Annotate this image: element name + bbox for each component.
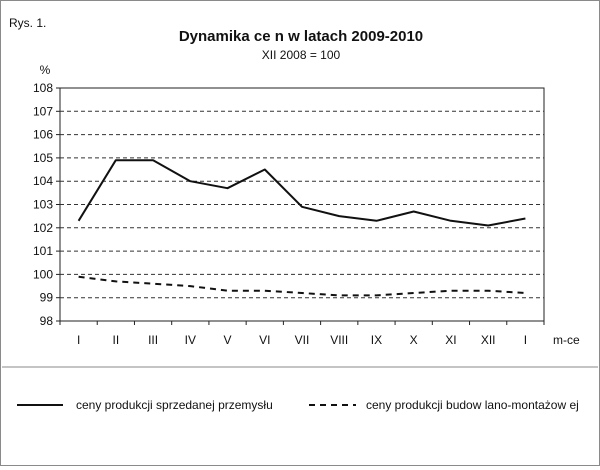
legend-label-1: ceny produkcji sprzedanej przemysłu [76, 398, 273, 412]
y-tick-label: 100 [33, 267, 53, 281]
y-tick-label: 105 [33, 151, 53, 165]
data-point [523, 291, 527, 295]
y-tick-label: 108 [33, 81, 53, 95]
figure-label: Rys. 1. [9, 16, 46, 30]
series-line-2 [78, 275, 526, 297]
y-tick-label: 98 [40, 314, 54, 328]
data-point [337, 214, 341, 218]
data-point [411, 209, 415, 213]
x-tick-label: V [224, 333, 232, 347]
data-point [337, 293, 341, 297]
data-point [225, 289, 229, 293]
data-point [151, 282, 155, 286]
chart-subtitle: XII 2008 = 100 [262, 48, 341, 62]
data-point [374, 293, 378, 297]
y-tick-label: 101 [33, 244, 53, 258]
data-point [263, 289, 267, 293]
x-tick-label: XI [445, 333, 456, 347]
y-tick-label: 107 [33, 104, 53, 118]
x-tick-label: II [113, 333, 120, 347]
data-point [188, 179, 192, 183]
x-tick-label: IV [185, 333, 196, 347]
data-point [76, 275, 80, 279]
data-point [151, 158, 155, 162]
data-point [300, 291, 304, 295]
data-point [486, 223, 490, 227]
y-tick-label: 103 [33, 198, 53, 212]
x-tick-label: I [524, 333, 527, 347]
data-point [76, 219, 80, 223]
x-tick-label: VII [295, 333, 310, 347]
data-point [114, 279, 118, 283]
y-axis-label: % [40, 63, 51, 77]
data-point [486, 289, 490, 293]
x-tick-label: XII [481, 333, 496, 347]
data-point [225, 186, 229, 190]
x-tick-label: III [148, 333, 158, 347]
data-point [114, 158, 118, 162]
chart-title: Dynamika ce n w latach 2009-2010 [179, 28, 423, 45]
data-point [300, 205, 304, 209]
data-point [449, 219, 453, 223]
x-tick-label: IX [371, 333, 382, 347]
data-point [411, 291, 415, 295]
data-point [263, 167, 267, 171]
legend-label-2: ceny produkcji budow lano-montażow ej [366, 398, 579, 412]
series-line-1 [77, 159, 526, 227]
data-point [188, 284, 192, 288]
x-tick-label: VIII [330, 333, 348, 347]
data-point [449, 289, 453, 293]
y-tick-label: 104 [33, 174, 53, 188]
x-tick-label: X [410, 333, 418, 347]
y-tick-label: 106 [33, 128, 53, 142]
data-point [523, 216, 527, 220]
x-tick-label: VI [259, 333, 270, 347]
y-tick-label: 99 [40, 291, 54, 305]
x-axis-label: m-ce [553, 333, 580, 347]
x-tick-label: I [77, 333, 80, 347]
data-point [374, 219, 378, 223]
y-tick-label: 102 [33, 221, 53, 235]
